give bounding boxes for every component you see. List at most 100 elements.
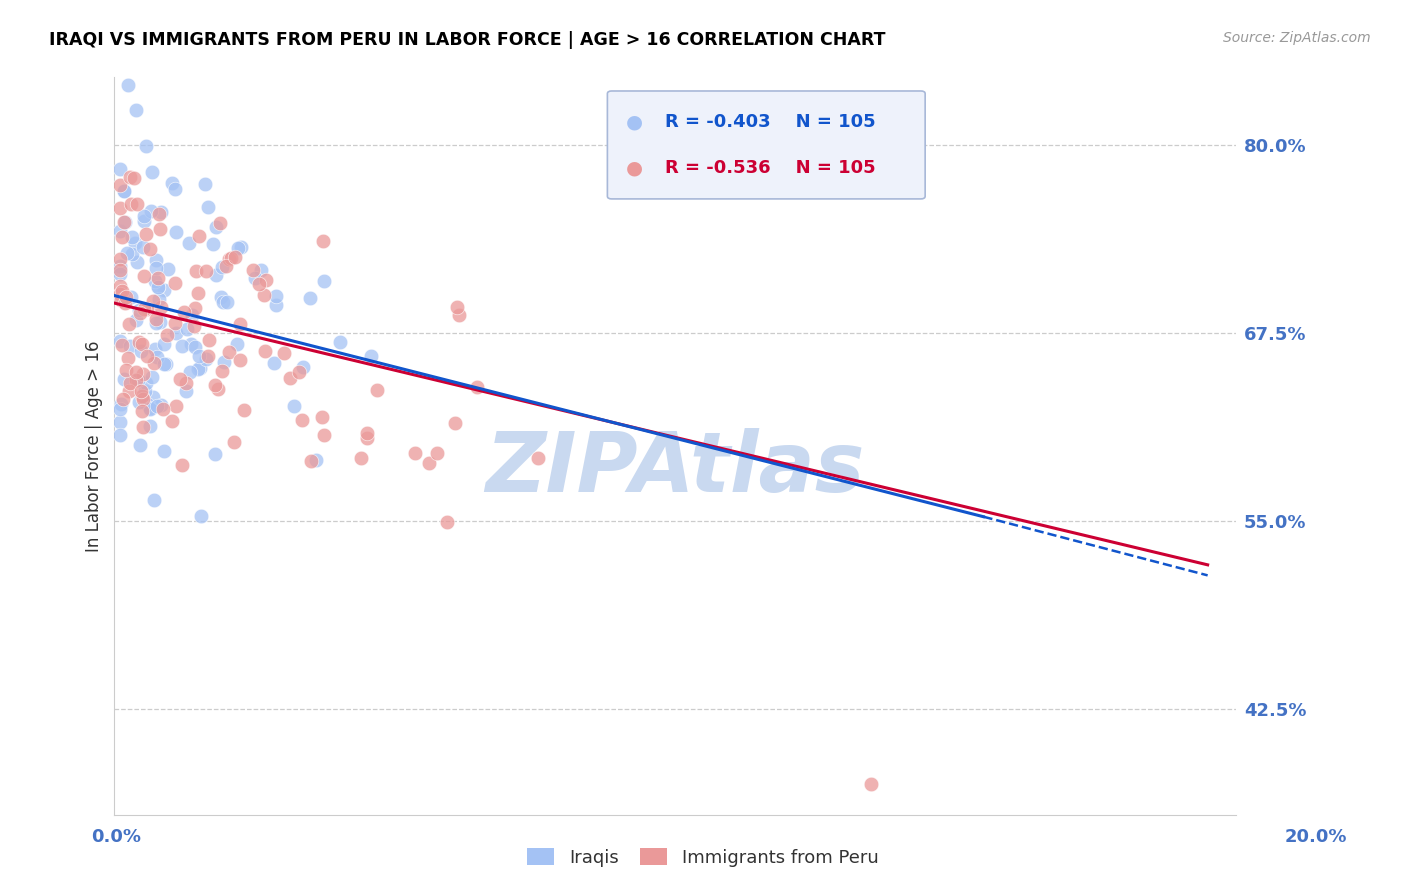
Point [211, 260, 233, 275]
Point [112, 392, 135, 406]
Point [224, 250, 246, 264]
Point [120, 290, 142, 304]
Point [243, 271, 266, 285]
Point [201, 237, 224, 252]
Point [254, 273, 277, 287]
Point [125, 313, 148, 327]
Text: IRAQI VS IMMIGRANTS FROM PERU IN LABOR FORCE | AGE > 16 CORRELATION CHART: IRAQI VS IMMIGRANTS FROM PERU IN LABOR F… [49, 31, 886, 49]
Point [298, 291, 321, 305]
Point [135, 397, 157, 411]
Point [128, 438, 150, 452]
Point [211, 290, 233, 304]
Point [149, 315, 172, 329]
Point [312, 274, 335, 288]
Point [263, 356, 285, 370]
Point [148, 292, 170, 306]
Point [180, 337, 202, 351]
Point [228, 242, 250, 256]
Point [121, 230, 143, 244]
Point [127, 373, 149, 387]
Point [165, 276, 187, 290]
Point [183, 340, 205, 354]
Point [278, 370, 301, 384]
Point [418, 456, 440, 470]
Point [143, 356, 166, 370]
Point [108, 267, 131, 281]
Point [218, 345, 240, 359]
Point [108, 428, 131, 442]
Point [135, 376, 157, 390]
Point [180, 308, 202, 322]
Point [110, 397, 132, 411]
Point [156, 262, 179, 277]
Point [197, 350, 219, 364]
Point [141, 165, 163, 179]
Point [110, 252, 132, 267]
Point [146, 399, 169, 413]
Point [165, 326, 187, 340]
Point [128, 395, 150, 409]
Text: 20.0%: 20.0% [1285, 828, 1347, 846]
Point [118, 339, 141, 353]
Point [169, 372, 191, 386]
Point [218, 252, 240, 267]
Legend: Iraqis, Immigrants from Peru: Iraqis, Immigrants from Peru [520, 841, 886, 874]
Point [242, 263, 264, 277]
Point [183, 301, 205, 315]
Point [134, 384, 156, 399]
Point [112, 185, 135, 199]
Point [110, 229, 132, 244]
Text: Source: ZipAtlas.com: Source: ZipAtlas.com [1223, 31, 1371, 45]
Point [183, 318, 205, 333]
Point [194, 352, 217, 367]
Point [211, 363, 233, 377]
Point [212, 355, 235, 369]
Point [186, 264, 208, 278]
Point [264, 298, 287, 312]
Point [350, 451, 373, 466]
Point [311, 410, 333, 425]
Point [160, 177, 183, 191]
Point [125, 365, 148, 379]
Point [305, 453, 328, 467]
Point [176, 384, 198, 399]
Point [112, 185, 135, 199]
Point [139, 418, 162, 433]
Point [136, 301, 159, 316]
Point [146, 280, 169, 294]
Point [145, 253, 167, 268]
Point [187, 362, 209, 376]
Point [148, 207, 170, 221]
Point [299, 454, 322, 468]
Point [449, 309, 471, 323]
Point [134, 268, 156, 283]
Point [108, 259, 131, 273]
Point [150, 205, 173, 219]
Text: ●: ● [626, 158, 643, 177]
Point [215, 259, 238, 273]
Point [165, 399, 187, 413]
Point [142, 294, 165, 309]
Point [153, 337, 176, 351]
Point [190, 508, 212, 523]
Point [360, 349, 382, 363]
Point [145, 260, 167, 275]
Point [108, 263, 131, 277]
Point [153, 357, 176, 371]
Point [112, 214, 135, 228]
Point [108, 161, 131, 176]
Point [132, 392, 155, 406]
Point [444, 416, 467, 430]
Point [120, 169, 142, 184]
Point [125, 103, 148, 117]
Point [131, 404, 153, 418]
Point [108, 402, 131, 417]
Point [194, 263, 217, 277]
Point [108, 202, 131, 216]
Point [165, 226, 187, 240]
Point [149, 221, 172, 235]
Point [118, 376, 141, 390]
Point [125, 373, 148, 387]
Point [131, 420, 153, 434]
Point [207, 382, 229, 396]
